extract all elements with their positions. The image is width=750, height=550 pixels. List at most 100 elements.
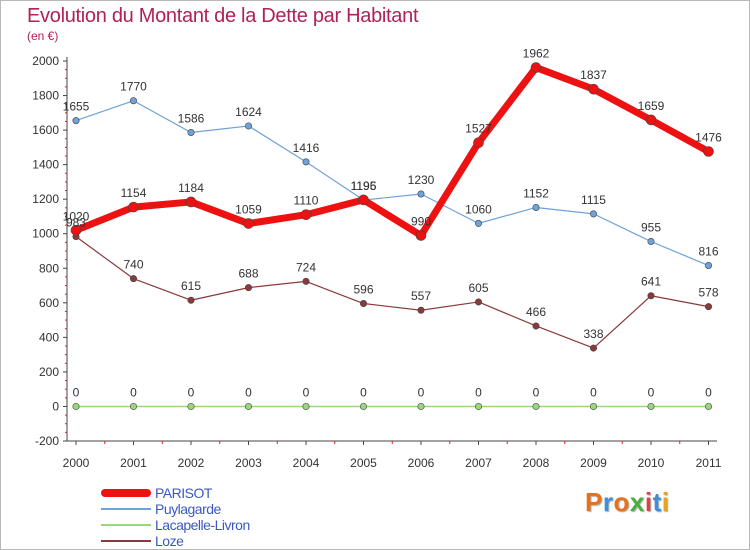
data-label-lacapelle-livron: 0 <box>188 385 195 399</box>
x-tick-label: 2011 <box>696 456 722 470</box>
data-point-puylagarde <box>474 219 482 227</box>
data-label-lacapelle-livron: 0 <box>475 385 482 399</box>
data-point-loze <box>302 277 310 285</box>
data-point-puylagarde <box>647 238 655 246</box>
data-label-parisot: 1962 <box>523 47 550 61</box>
data-point-puylagarde <box>130 97 138 105</box>
data-point-lacapelle-livron <box>589 402 597 410</box>
data-point-lacapelle-livron <box>72 402 80 410</box>
legend-item: Puylagarde <box>101 501 361 517</box>
data-point-loze <box>245 284 253 292</box>
y-tick-label: 1000 <box>32 227 59 241</box>
y-tick-label: 1400 <box>32 158 59 172</box>
legend-label: Loze <box>155 533 184 549</box>
data-label-puylagarde: 816 <box>698 245 718 259</box>
y-tick-label: 800 <box>39 261 59 275</box>
data-point-puylagarde <box>72 117 80 125</box>
data-point-parisot <box>530 62 542 73</box>
series-line-loze <box>75 236 710 349</box>
data-label-lacapelle-livron: 0 <box>418 385 425 399</box>
data-label-puylagarde: 1195 <box>351 179 377 193</box>
data-point-lacapelle-livron <box>245 402 253 410</box>
data-point-parisot <box>70 224 82 236</box>
data-point-puylagarde <box>589 210 597 218</box>
data-label-puylagarde: 1060 <box>465 202 492 216</box>
data-label-loze: 983 <box>66 216 86 230</box>
data-point-parisot <box>300 209 312 221</box>
data-point-lacapelle-livron <box>359 402 367 410</box>
data-point-puylagarde <box>417 190 425 198</box>
data-label-puylagarde: 1655 <box>63 100 90 114</box>
data-label-lacapelle-livron: 0 <box>705 385 712 399</box>
data-label-parisot: 1659 <box>638 99 665 113</box>
x-tick-label: 2000 <box>63 456 90 470</box>
data-point-loze <box>130 275 138 283</box>
data-point-loze <box>359 300 367 308</box>
legend-swatch <box>101 524 151 526</box>
data-point-parisot <box>703 146 714 157</box>
data-point-parisot <box>588 83 599 95</box>
data-label-parisot: 1020 <box>63 209 90 223</box>
data-point-lacapelle-livron <box>417 402 425 410</box>
y-tick-label: 2000 <box>32 54 59 68</box>
data-point-lacapelle-livron <box>474 402 482 410</box>
y-tick-label: 1600 <box>32 123 59 137</box>
legend-label: Lacapelle-Livron <box>155 517 250 533</box>
data-label-puylagarde: 1624 <box>235 105 262 119</box>
data-label-loze: 740 <box>123 258 143 272</box>
data-label-loze: 641 <box>641 275 661 289</box>
data-label-puylagarde: 1586 <box>178 112 205 126</box>
legend-item: Loze <box>101 533 361 549</box>
data-point-parisot <box>128 201 139 213</box>
y-tick-label: -200 <box>35 434 59 448</box>
data-point-parisot <box>415 230 427 241</box>
chart-subtitle: (en €) <box>27 29 59 43</box>
legend-swatch <box>101 508 151 510</box>
data-label-parisot: 1196 <box>351 179 377 193</box>
data-point-loze <box>417 306 425 314</box>
data-label-puylagarde: 1115 <box>581 193 606 207</box>
data-label-parisot: 1110 <box>294 194 319 208</box>
data-label-puylagarde: 1230 <box>408 173 435 187</box>
x-tick-label: 2005 <box>350 456 377 470</box>
x-tick-label: 2003 <box>235 456 262 470</box>
logo-letter: t <box>652 487 662 517</box>
series-line-parisot <box>72 64 712 239</box>
data-label-loze: 578 <box>698 286 718 300</box>
data-point-puylagarde <box>187 129 195 137</box>
data-label-loze: 596 <box>353 283 373 297</box>
data-point-parisot <box>185 196 197 208</box>
data-point-loze <box>647 292 655 300</box>
legend-label: Puylagarde <box>155 501 221 517</box>
legend-item: PARISOT <box>101 485 361 501</box>
data-point-lacapelle-livron <box>302 402 310 410</box>
data-point-parisot <box>358 194 369 206</box>
data-point-puylagarde <box>704 262 712 270</box>
logo-letter: o <box>613 487 630 517</box>
data-label-lacapelle-livron: 0 <box>303 385 310 399</box>
data-label-lacapelle-livron: 0 <box>130 385 137 399</box>
data-label-parisot: 990 <box>411 214 431 228</box>
data-point-lacapelle-livron <box>187 402 195 410</box>
data-label-parisot: 1059 <box>235 203 262 217</box>
chart-title: Evolution du Montant de la Dette par Hab… <box>27 5 419 27</box>
data-point-puylagarde <box>245 122 253 130</box>
data-label-lacapelle-livron: 0 <box>245 385 252 399</box>
x-tick-label: 2006 <box>408 456 435 470</box>
data-label-puylagarde: 1770 <box>120 80 147 94</box>
y-tick-label: 400 <box>39 330 59 344</box>
logo-letter: P <box>585 487 603 517</box>
data-label-parisot: 1154 <box>121 186 147 200</box>
data-point-parisot <box>473 137 484 148</box>
data-point-lacapelle-livron <box>704 402 712 410</box>
data-point-loze <box>474 298 482 306</box>
data-label-lacapelle-livron: 0 <box>590 385 597 399</box>
data-point-parisot <box>645 114 657 126</box>
data-label-lacapelle-livron: 0 <box>648 385 655 399</box>
data-label-loze: 615 <box>181 279 201 293</box>
legend-item: Lacapelle-Livron <box>101 517 361 533</box>
x-tick-label: 2010 <box>638 456 665 470</box>
data-label-loze: 466 <box>526 305 546 319</box>
